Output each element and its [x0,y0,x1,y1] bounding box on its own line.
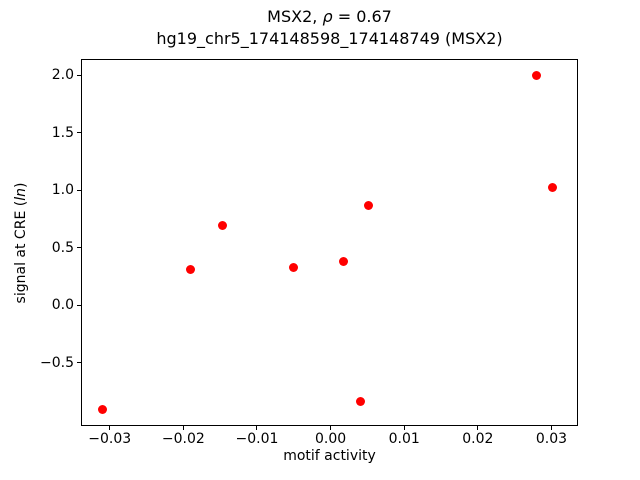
x-tick-label: 0.00 [315,431,347,447]
y-tick-label: 0.5 [51,239,74,256]
y-axis-label-italic: ln [13,188,29,201]
y-tick-label: −0.5 [40,354,74,371]
plot-area [81,59,578,426]
data-point [548,183,558,193]
chart-title-text: MSX2, [267,7,323,26]
rho-symbol: ρ [322,7,333,26]
chart-subtitle: hg19_chr5_174148598_174148749 (MSX2) [156,29,503,48]
y-tick-mark [77,189,81,191]
x-tick-mark [330,426,332,430]
x-tick-label: 0.03 [535,431,568,447]
y-tick-label: 1.0 [51,182,74,199]
y-axis-label-suffix: ) [13,182,29,189]
y-tick-mark [77,247,81,249]
x-tick-label: 0.02 [462,431,494,447]
x-tick-label: −0.02 [161,431,205,447]
y-tick-label: 2.0 [51,67,74,84]
y-tick-label: 1.5 [51,124,74,141]
y-tick-mark [77,304,81,306]
x-tick-mark [550,426,552,430]
y-tick-mark [77,362,81,364]
x-axis-label: motif activity [283,448,376,464]
x-tick-mark [109,426,111,430]
y-tick-mark [77,74,81,76]
x-tick-mark [256,426,258,430]
chart-title: MSX2, ρ = 0.67 [81,6,578,28]
x-tick-mark [403,426,405,430]
data-point [97,405,107,415]
data-point [289,262,299,272]
y-tick-mark [77,132,81,134]
x-tick-mark [182,426,184,430]
y-tick-label: 0.0 [51,297,74,314]
chart-title-value: = 0.67 [332,7,392,26]
data-point [339,256,349,266]
data-point [186,265,196,275]
x-tick-label: −0.01 [235,431,279,447]
x-tick-mark [477,426,479,430]
data-point [355,397,365,407]
data-point [364,200,374,210]
y-axis-label: signal at CRE (ln) [13,183,29,304]
x-tick-label: −0.03 [88,431,132,447]
chart-title-block: MSX2, ρ = 0.67 hg19_chr5_174148598_17414… [81,6,578,50]
x-tick-label: 0.01 [388,431,420,447]
data-point [217,221,227,231]
y-axis-label-text: signal at CRE ( [13,200,29,304]
data-point [532,70,542,80]
